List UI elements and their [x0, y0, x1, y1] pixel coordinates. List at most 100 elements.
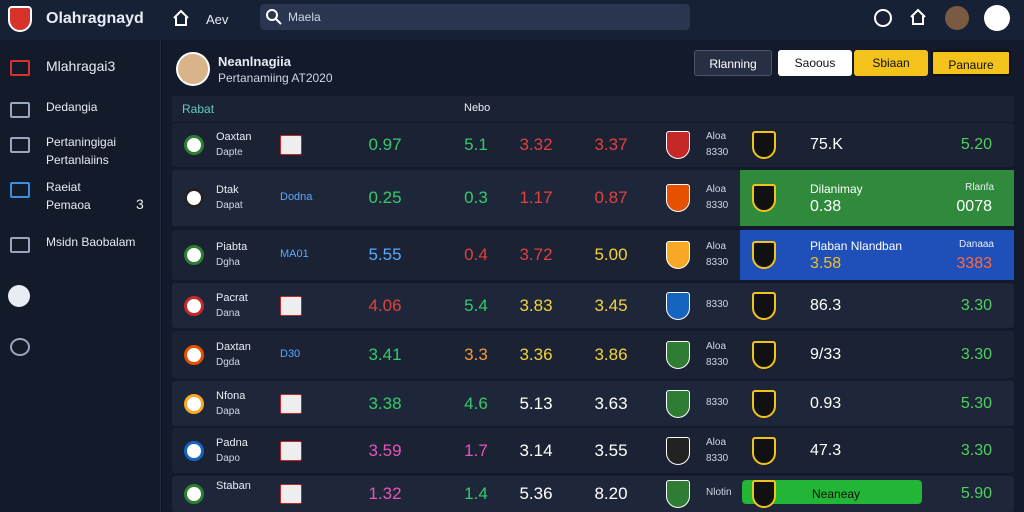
right-value[interactable]: 75.K	[810, 136, 843, 153]
odd[interactable]: 3.83	[519, 295, 553, 315]
final-value[interactable]: 5.90	[960, 485, 992, 502]
brand: Olahragnayd	[46, 10, 144, 27]
odd[interactable]: 3.55	[594, 440, 628, 460]
header-button[interactable]: Panaure	[931, 50, 1011, 76]
table-row[interactable]: Daxtan Dgda D30 3.41 3.3 3.36 3.86 Aloa 8330 9/33…	[172, 331, 1014, 378]
odd[interactable]: 3.14	[519, 440, 553, 460]
highlight	[740, 230, 1014, 280]
odd[interactable]: 5.55	[368, 245, 402, 264]
odd[interactable]: 3.38	[368, 393, 402, 413]
team-sub: Dgha	[216, 257, 240, 268]
search-box[interactable]: Maela	[260, 4, 690, 30]
right-value[interactable]: 3.58	[810, 255, 842, 272]
home-icon-2[interactable]	[909, 8, 927, 26]
table-row[interactable]: Staban 1.32 1.4 5.36 8.20 Nlotin Neaneay 5.90	[172, 476, 1014, 512]
final-value[interactable]: 5.20	[960, 136, 992, 153]
team-name: Piabta	[216, 241, 248, 253]
odd[interactable]: 4.06	[368, 295, 402, 315]
right-value[interactable]: 0.93	[810, 394, 842, 412]
odd[interactable]: 5.00	[594, 245, 628, 264]
odd[interactable]: 1.4	[464, 484, 488, 503]
nav-label[interactable]: Pertaningigai	[46, 135, 117, 149]
team-badge	[184, 484, 204, 504]
final-value[interactable]: 3383	[956, 255, 992, 272]
team-name: Pacrat	[216, 291, 248, 304]
nav-icon[interactable]	[10, 182, 30, 198]
odd[interactable]: 8.20	[594, 484, 628, 503]
right-value[interactable]: 0.38	[810, 198, 842, 215]
header-button[interactable]: Sbiaan	[854, 50, 928, 76]
odd[interactable]: 3.63	[594, 393, 628, 413]
team2-shield	[666, 131, 690, 159]
odd[interactable]: 0.4	[464, 245, 488, 264]
team3-shield	[752, 436, 776, 465]
odd[interactable]: 3.45	[594, 295, 628, 315]
settings-icon[interactable]	[874, 9, 892, 27]
nav-icon[interactable]	[10, 338, 30, 356]
top-bar: Olahragnayd Aev Maela	[0, 0, 1024, 40]
odd[interactable]: 3.32	[519, 135, 553, 154]
nav-icon[interactable]	[10, 60, 30, 76]
odd[interactable]: 3.86	[594, 344, 628, 364]
home-icon[interactable]	[172, 9, 190, 27]
right-value[interactable]: 86.3	[810, 296, 842, 314]
table-row[interactable]: Padna Dapo 3.59 1.7 3.14 3.55 Aloa 8330 47.3 3.30	[172, 428, 1014, 473]
header-button[interactable]: Rlanning	[694, 50, 772, 76]
nav-sublabel: Pertanlaiins	[46, 153, 109, 167]
team2-code: 8330	[706, 200, 729, 211]
search-button[interactable]	[984, 5, 1010, 31]
odd[interactable]: 3.36	[519, 344, 553, 364]
odd[interactable]: 5.1	[464, 135, 488, 154]
nav-label[interactable]: Dedangia	[46, 100, 98, 114]
odd[interactable]: 4.6	[464, 393, 488, 413]
nav-icon[interactable]	[10, 237, 30, 253]
table-row[interactable]: Oaxtan Dapte 0.97 5.1 3.32 3.37 Aloa 8330 75.K 5.…	[172, 123, 1014, 167]
team-badge	[184, 440, 204, 461]
right-value[interactable]: 47.3	[810, 441, 842, 459]
odd[interactable]: 1.17	[519, 188, 553, 207]
team-badge	[184, 344, 204, 365]
final-value[interactable]: 0078	[956, 198, 992, 215]
odd[interactable]: 3.3	[464, 344, 488, 364]
nav-label[interactable]: Msidn Baobalam	[46, 235, 136, 249]
table-row[interactable]: Dtak Dapat Dodna 0.25 0.3 1.17 0.87 Aloa 8330 Dil…	[172, 170, 1014, 226]
right-label: Dilanimay	[810, 182, 863, 196]
team2-name: Aloa	[706, 131, 727, 142]
odd[interactable]: 5.4	[464, 295, 488, 315]
right-label: Plaban Nlandban	[810, 239, 903, 253]
final-value[interactable]: 3.30	[960, 345, 992, 363]
team3-shield	[752, 131, 776, 159]
odd[interactable]: 0.87	[594, 188, 628, 207]
team2-code: 8330	[706, 452, 729, 464]
header-button[interactable]: Saoous	[778, 50, 852, 76]
odd[interactable]: 3.41	[368, 344, 402, 364]
final-value[interactable]: 3.30	[960, 296, 992, 314]
nav-icon[interactable]	[10, 137, 30, 153]
nav-label[interactable]: Raeiat	[46, 180, 81, 194]
nav-icon[interactable]	[8, 285, 30, 307]
odd[interactable]: 1.7	[464, 440, 488, 460]
team2-name: Aloa	[706, 340, 727, 352]
nav-label[interactable]: Mlahragai3	[46, 58, 116, 74]
final-value[interactable]: 5.30	[960, 394, 992, 412]
team2-shield	[666, 436, 690, 465]
nav-link[interactable]: Aev	[206, 12, 229, 27]
odd[interactable]: 5.13	[519, 393, 553, 413]
odd[interactable]: 1.32	[368, 484, 402, 503]
table-row[interactable]: Nfona Dapa 3.38 4.6 5.13 3.63 8330 0.93 5.30	[172, 381, 1014, 426]
odd[interactable]: 0.3	[464, 188, 488, 207]
right-value[interactable]: 9/33	[810, 345, 842, 363]
odd[interactable]: 3.72	[519, 245, 553, 264]
nav-icon[interactable]	[10, 102, 30, 118]
odd[interactable]: 3.37	[594, 135, 628, 154]
odd[interactable]: 3.59	[368, 440, 402, 460]
odd[interactable]: 0.25	[368, 188, 402, 207]
table-row[interactable]: Piabta Dgha MA01 5.55 0.4 3.72 5.00 Aloa 8330 Pla…	[172, 230, 1014, 280]
odd[interactable]: 0.97	[368, 135, 402, 154]
table-row[interactable]: Pacrat Dana 4.06 5.4 3.83 3.45 8330 86.3 3.30	[172, 283, 1014, 328]
user-avatar[interactable]	[945, 6, 969, 30]
logo[interactable]	[8, 6, 32, 32]
final-value[interactable]: 3.30	[960, 441, 992, 459]
odd[interactable]: 5.36	[519, 484, 553, 503]
team-name: Padna	[216, 436, 248, 449]
